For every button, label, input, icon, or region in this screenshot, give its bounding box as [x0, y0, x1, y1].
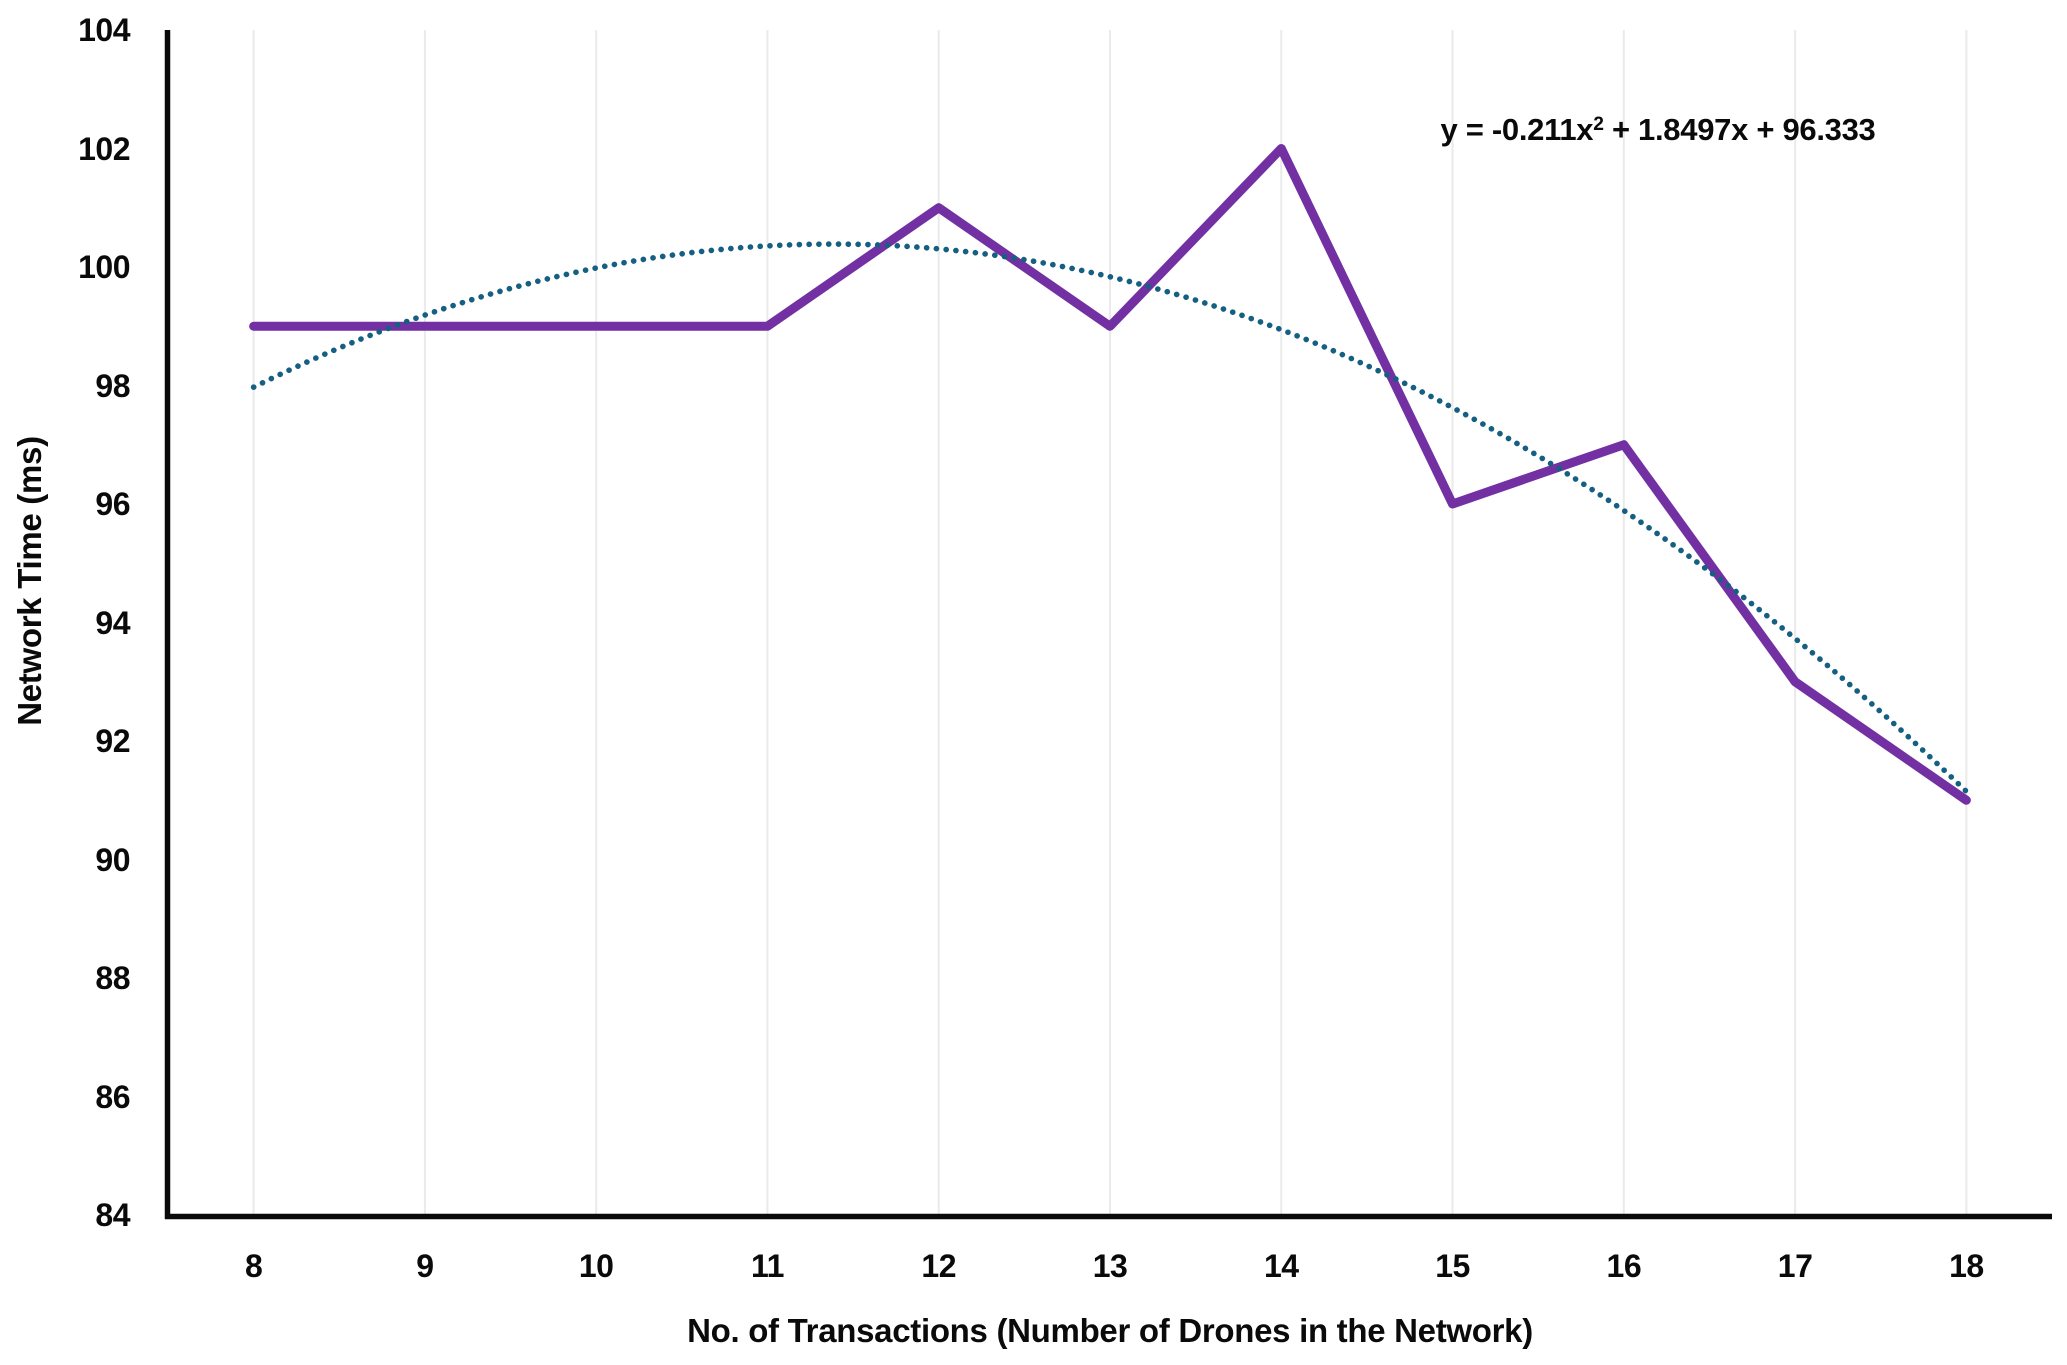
equation-text-right: + 1.8497x + 96.333	[1603, 112, 1876, 147]
trendline-equation: y = -0.211x2 + 1.8497x + 96.333	[1441, 112, 1876, 148]
y-tick-label-92: 92	[95, 723, 130, 759]
x-tick-label-8: 8	[244, 1248, 263, 1284]
series-line-network-time	[249, 144, 1971, 805]
y-axis-title: Network Time (ms)	[11, 436, 48, 726]
x-tick-label-9: 9	[416, 1248, 434, 1284]
y-tick-label-102: 102	[78, 130, 130, 167]
y-tick-label-88: 88	[95, 960, 130, 996]
equation-exponent: 2	[1593, 114, 1604, 136]
x-tick-label-11: 11	[751, 1248, 784, 1284]
x-tick-label-13: 13	[1092, 1248, 1128, 1284]
x-tick-label-15: 15	[1435, 1248, 1470, 1284]
trendline-path	[250, 241, 1970, 795]
x-tick-label-16: 16	[1606, 1248, 1642, 1284]
y-tick-label-84: 84	[95, 1197, 130, 1233]
gridlines-group	[252, 30, 1968, 1214]
y-tick-label-100: 100	[78, 249, 130, 285]
y-tick-label-86: 86	[95, 1078, 130, 1115]
x-tick-label-10: 10	[578, 1248, 614, 1284]
y-tick-label-90: 90	[95, 841, 130, 878]
y-tick-label-98: 98	[95, 367, 130, 404]
equation-text-left: y = -0.211x	[1440, 112, 1594, 147]
y-tick-label-104: 104	[78, 12, 130, 48]
x-axis-title: No. of Transactions (Number of Drones in…	[687, 1312, 1533, 1349]
y-tick-label-94: 94	[95, 604, 130, 641]
x-tick-label-18: 18	[1949, 1248, 1984, 1284]
x-tick-label-14: 14	[1263, 1248, 1299, 1284]
x-tick-label-12: 12	[921, 1248, 957, 1284]
x-tick-label-17: 17	[1777, 1248, 1813, 1284]
y-tick-label-96: 96	[95, 486, 130, 522]
